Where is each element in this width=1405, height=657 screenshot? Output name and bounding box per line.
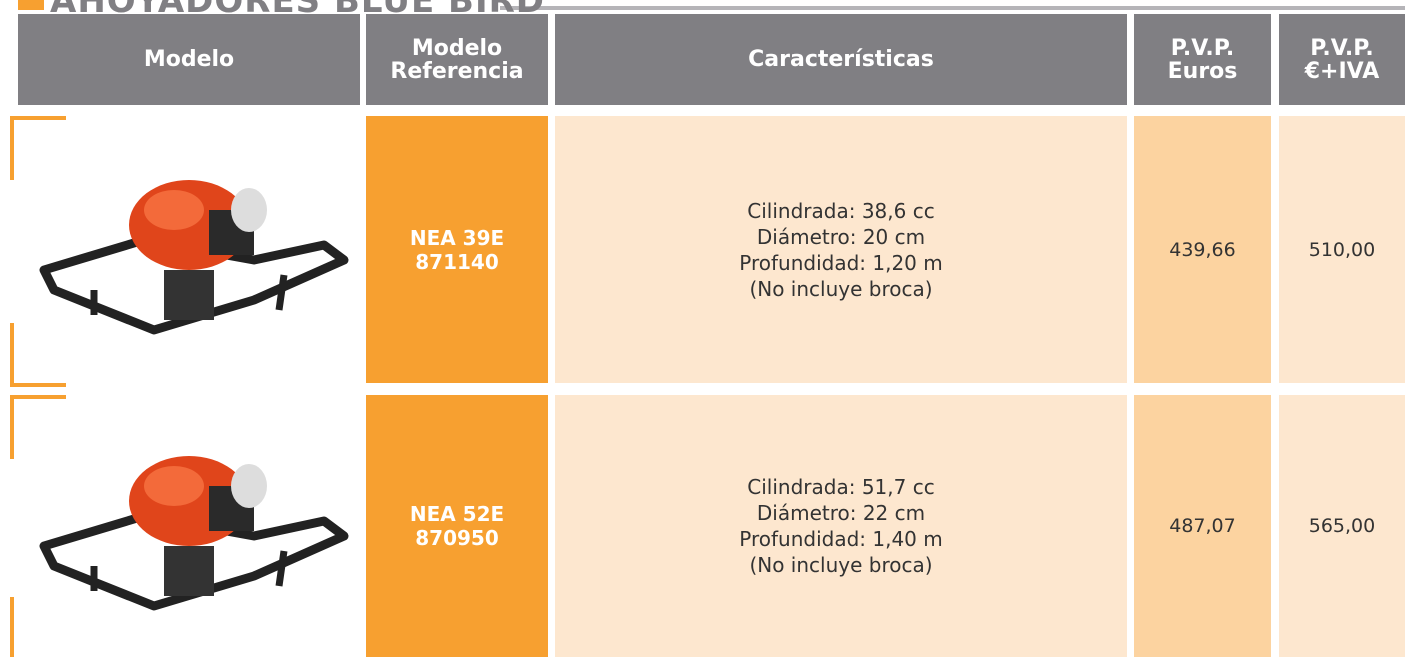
text-line: Euros — [1167, 58, 1238, 84]
text-line: NEA 52E — [409, 502, 505, 526]
features-cell: Cilindrada: 51,7 cc Diámetro: 22 cm Profun… — [555, 395, 1127, 657]
text-line: Diámetro: 20 cm — [756, 224, 926, 249]
product-image — [39, 179, 349, 334]
text-line: Profundidad: 1,40 m — [739, 527, 943, 551]
column-header: Modelo Referencia — [366, 14, 548, 105]
text-line: Referencia — [390, 58, 524, 84]
features-cell: Cilindrada: 38,6 cc Diámetro: 20 cm Profun… — [555, 116, 1127, 383]
price-iva-cell: 510,00 — [1279, 116, 1405, 383]
column-header: P.V.P. €+IVA — [1279, 14, 1405, 105]
price-iva-cell: 565,00 — [1279, 395, 1405, 657]
text-line: Cilindrada: 51,7 cc — [747, 475, 935, 499]
text-line: P.V.P. — [1170, 35, 1235, 61]
column-header: Modelo — [18, 14, 360, 105]
column-header: P.V.P. Euros — [1134, 14, 1271, 105]
text-line: 871140 — [415, 249, 499, 274]
corner-top — [10, 395, 66, 459]
column-header: Características — [555, 14, 1127, 105]
text-line: Características — [748, 47, 934, 72]
product-cell — [18, 116, 360, 383]
text-line: (No incluye broca) — [749, 276, 933, 301]
text-line: Cilindrada: 38,6 cc — [747, 198, 935, 223]
product-image — [39, 456, 349, 611]
reference-cell: NEA 39E 871140 — [366, 116, 548, 383]
text-line: Profundidad: 1,20 m — [739, 250, 943, 275]
price-cell: 439,66 — [1134, 116, 1271, 383]
text-line: (No incluye broca) — [749, 553, 933, 577]
text-line: €+IVA — [1304, 58, 1380, 84]
corner-top — [10, 116, 66, 180]
corner-bottom — [10, 597, 66, 657]
text-line: NEA 39E — [409, 225, 505, 250]
text-line: 870950 — [415, 526, 499, 550]
text-line: Diámetro: 22 cm — [756, 501, 926, 525]
title-rule — [500, 6, 1405, 10]
text-line: Modelo — [411, 35, 503, 61]
corner-bottom — [10, 323, 66, 387]
text-line: P.V.P. — [1310, 35, 1374, 61]
reference-cell: NEA 52E 870950 — [366, 395, 548, 657]
text-line: Modelo — [143, 47, 235, 72]
price-cell: 487,07 — [1134, 395, 1271, 657]
title-marker — [18, 0, 44, 10]
product-cell — [18, 395, 360, 657]
